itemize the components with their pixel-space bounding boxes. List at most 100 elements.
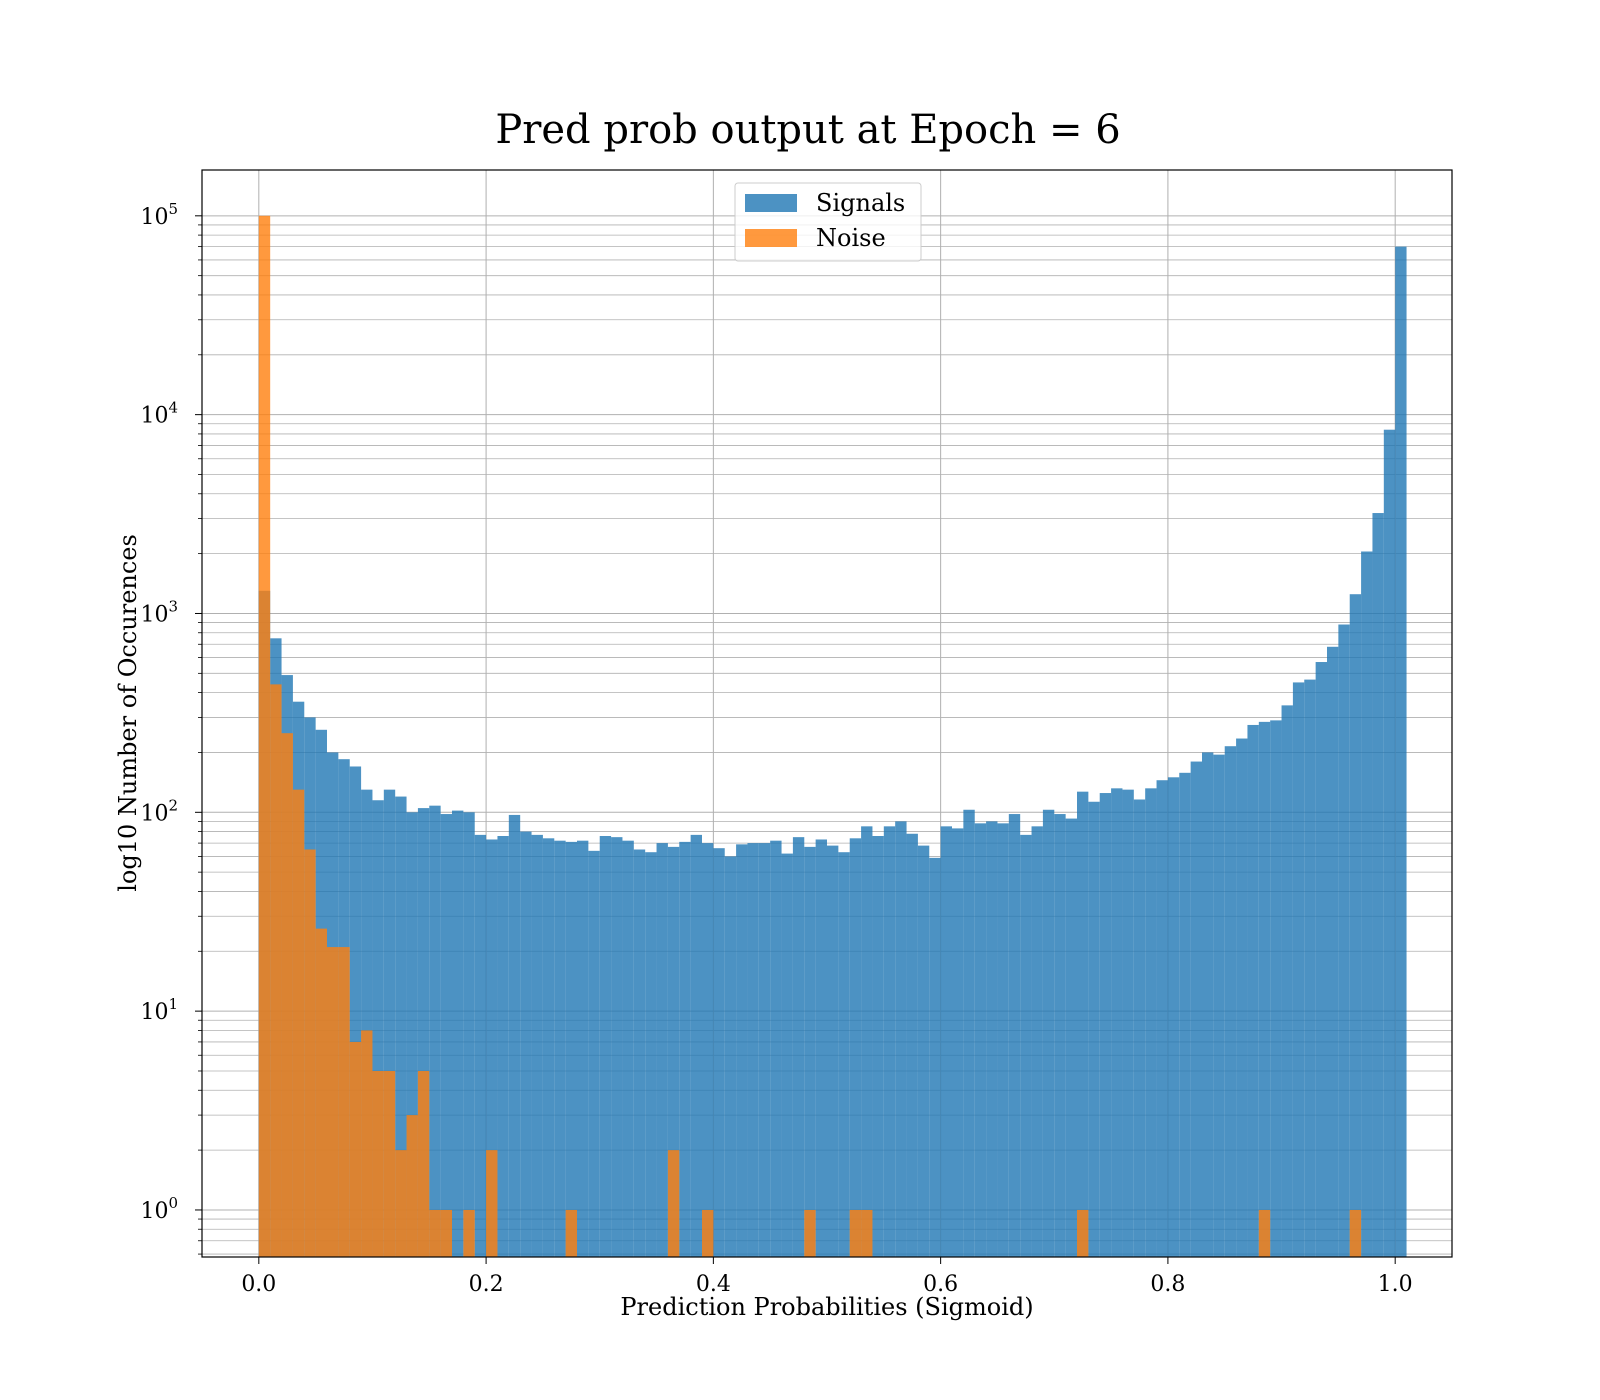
bar-signals (1156, 780, 1168, 1257)
bar-signals (1224, 746, 1237, 1257)
bar-signals (565, 841, 577, 1257)
bar-signals (1372, 513, 1384, 1257)
x-tick-label: 0.6 (923, 1272, 958, 1297)
bar-signals (1042, 809, 1055, 1257)
bar-signals (372, 800, 384, 1257)
bar-signals (1145, 788, 1157, 1257)
bar-noise (429, 1209, 441, 1257)
y-axis-label: log10 Number of Occurences (114, 534, 142, 892)
histogram-bars (258, 215, 1407, 1257)
bar-noise (361, 1030, 373, 1257)
bar-noise (440, 1209, 452, 1257)
bar-signals (895, 821, 907, 1257)
bar-noise (281, 733, 293, 1257)
bar-signals (952, 828, 964, 1257)
bar-signals (1065, 818, 1077, 1257)
bar-noise (395, 1150, 407, 1257)
bar-signals (747, 843, 759, 1257)
y-tick-label: 105 (140, 200, 178, 230)
bar-noise (849, 1209, 862, 1257)
bar-signals (1304, 679, 1316, 1257)
bar-signals (917, 845, 930, 1257)
bar-noise (315, 928, 327, 1257)
bar-signals (645, 852, 657, 1257)
y-tick-label: 101 (140, 995, 178, 1025)
legend: Signals Noise (734, 182, 922, 262)
x-tick-label: 0.8 (1150, 1272, 1185, 1297)
bar-signals (542, 838, 555, 1257)
bar-signals (577, 840, 589, 1257)
bar-signals (974, 823, 987, 1257)
bar-signals (1281, 705, 1293, 1257)
bar-signals (1383, 429, 1396, 1257)
x-tick-label: 0.4 (696, 1272, 731, 1297)
bar-signals (417, 808, 430, 1257)
bar-signals (827, 845, 839, 1257)
bar-signals (883, 826, 896, 1257)
bar-signals (838, 852, 850, 1257)
bar-signals (622, 840, 634, 1257)
bar-noise (804, 1209, 816, 1257)
bar-signals (599, 836, 612, 1257)
bar-signals (792, 837, 805, 1257)
bar-signals (383, 789, 396, 1257)
bar-noise (417, 1070, 430, 1257)
bar-signals (1179, 772, 1191, 1257)
bar-noise (1258, 1209, 1271, 1257)
x-tick-label: 0.0 (241, 1272, 276, 1297)
bar-noise (565, 1209, 577, 1257)
bar-signals (497, 836, 509, 1257)
bar-noise (406, 1115, 418, 1257)
legend-label-signals: Signals (816, 189, 905, 217)
bar-noise (327, 947, 339, 1257)
bar-signals (440, 814, 452, 1257)
bar-signals (1236, 738, 1248, 1257)
legend-swatch-noise (745, 229, 797, 247)
bar-signals (1077, 791, 1089, 1257)
bar-signals (702, 843, 714, 1257)
y-tick-label: 103 (140, 597, 178, 627)
bar-signals (781, 853, 793, 1257)
bar-signals (690, 834, 702, 1257)
bar-signals (1338, 624, 1350, 1257)
bar-signals (997, 823, 1009, 1257)
bar-signals (474, 834, 487, 1257)
bar-signals (520, 831, 532, 1257)
bar-noise (486, 1150, 498, 1257)
bar-signals (1247, 724, 1259, 1257)
bar-signals (736, 844, 748, 1257)
bar-signals (361, 789, 373, 1257)
x-tick-label: 1.0 (1378, 1272, 1413, 1297)
bar-signals (633, 849, 646, 1257)
x-axis-label: Prediction Probabilities (Sigmoid) (620, 1293, 1033, 1321)
bar-signals (849, 838, 862, 1257)
bar-noise (338, 947, 350, 1257)
bar-noise (292, 789, 305, 1257)
bar-signals (611, 837, 623, 1257)
bar-noise (372, 1070, 384, 1257)
y-tick-label: 100 (140, 1194, 178, 1224)
bar-signals (463, 812, 475, 1257)
bar-signals (667, 846, 680, 1257)
bar-signals (940, 826, 952, 1257)
bar-signals (679, 841, 691, 1257)
bar-noise (463, 1209, 475, 1257)
plot-frame (201, 169, 1453, 1258)
bar-noise (304, 849, 316, 1257)
bar-signals (1190, 761, 1202, 1257)
bar-signals (1088, 801, 1100, 1257)
bar-noise (270, 684, 282, 1257)
bar-signals (656, 843, 668, 1257)
bar-signals (1327, 646, 1339, 1257)
bar-signals (1258, 721, 1271, 1257)
bar-signals (1122, 789, 1134, 1257)
bar-signals (1292, 682, 1305, 1257)
bar-signals (1133, 799, 1146, 1257)
bar-signals (1020, 834, 1032, 1257)
bar-signals (1213, 754, 1225, 1257)
axis-ticks: 0.0 0.2 0.4 0.6 0.8 1.0 100 101 102 103 104 105 (140, 200, 1412, 1297)
bar-signals (395, 796, 407, 1257)
bar-signals (1031, 826, 1043, 1257)
legend-swatch-signals (745, 194, 797, 212)
